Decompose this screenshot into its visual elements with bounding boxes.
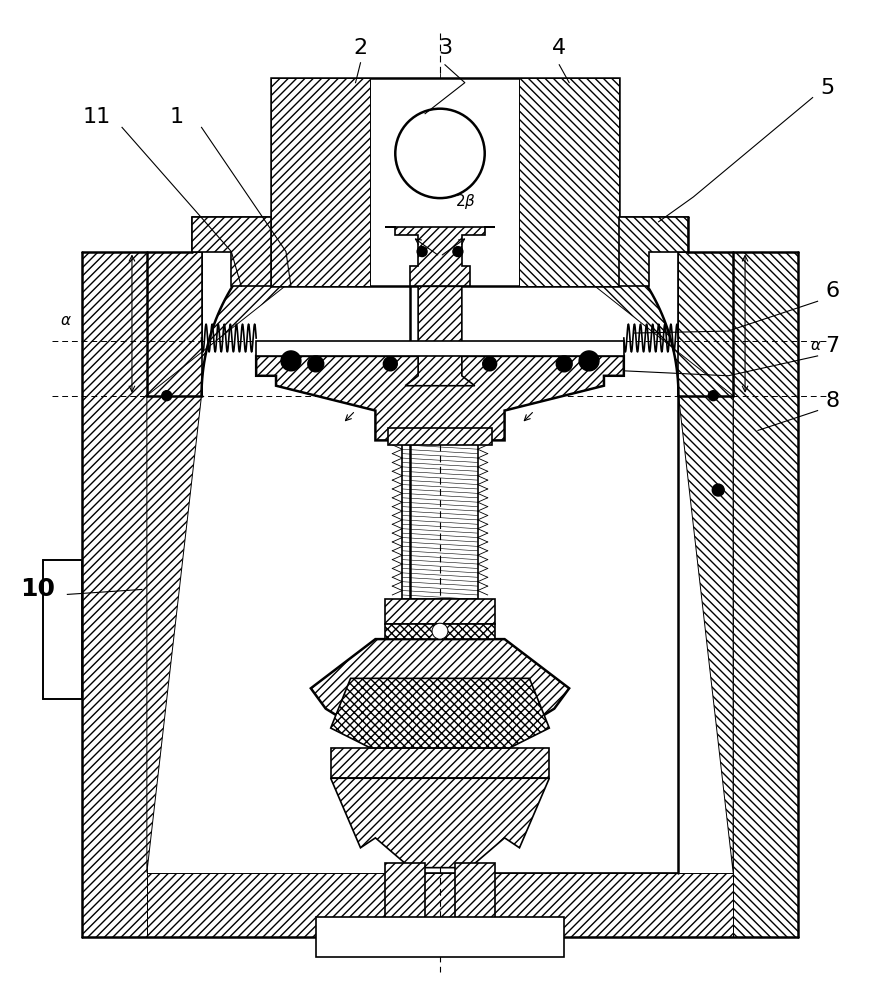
Polygon shape xyxy=(732,252,797,937)
Polygon shape xyxy=(191,217,270,286)
Polygon shape xyxy=(83,252,147,937)
Text: $2\beta$: $2\beta$ xyxy=(455,192,475,211)
Polygon shape xyxy=(455,863,494,922)
Polygon shape xyxy=(270,78,370,286)
Polygon shape xyxy=(255,341,623,356)
Text: $\alpha$: $\alpha$ xyxy=(809,339,821,353)
Text: 1: 1 xyxy=(169,107,184,127)
Circle shape xyxy=(162,391,171,401)
Circle shape xyxy=(579,351,598,371)
Polygon shape xyxy=(385,863,425,922)
Circle shape xyxy=(417,247,427,257)
Polygon shape xyxy=(270,78,618,286)
Circle shape xyxy=(383,357,397,371)
Polygon shape xyxy=(385,599,494,624)
Circle shape xyxy=(395,109,484,198)
Text: 7: 7 xyxy=(824,336,838,356)
Polygon shape xyxy=(330,678,549,748)
Circle shape xyxy=(281,351,300,371)
Polygon shape xyxy=(405,286,474,386)
Circle shape xyxy=(307,356,323,372)
Circle shape xyxy=(452,247,463,257)
Polygon shape xyxy=(255,356,623,440)
Circle shape xyxy=(711,484,723,496)
Polygon shape xyxy=(519,78,618,286)
Text: 5: 5 xyxy=(819,78,834,98)
Circle shape xyxy=(482,357,496,371)
Text: 4: 4 xyxy=(551,38,565,58)
Polygon shape xyxy=(385,227,494,286)
Polygon shape xyxy=(330,778,549,868)
Text: 8: 8 xyxy=(824,391,838,411)
Circle shape xyxy=(432,623,448,639)
Polygon shape xyxy=(311,639,569,748)
Polygon shape xyxy=(42,560,83,699)
Polygon shape xyxy=(385,624,494,639)
Polygon shape xyxy=(469,187,732,873)
Polygon shape xyxy=(618,217,687,286)
Circle shape xyxy=(556,356,572,372)
Polygon shape xyxy=(147,873,732,937)
Polygon shape xyxy=(330,748,549,778)
Polygon shape xyxy=(315,917,564,957)
Text: 3: 3 xyxy=(437,38,451,58)
Polygon shape xyxy=(388,428,491,445)
Text: 6: 6 xyxy=(824,281,838,301)
Polygon shape xyxy=(678,252,732,396)
Text: 2: 2 xyxy=(353,38,367,58)
Circle shape xyxy=(708,391,717,401)
Text: 11: 11 xyxy=(83,107,112,127)
Text: $\alpha$: $\alpha$ xyxy=(61,314,72,328)
Text: 10: 10 xyxy=(20,577,55,601)
Polygon shape xyxy=(147,187,410,873)
Polygon shape xyxy=(147,252,201,396)
